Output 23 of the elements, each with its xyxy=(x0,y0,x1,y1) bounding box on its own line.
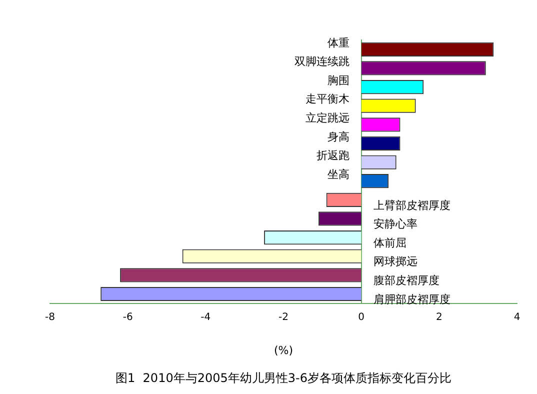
x-tick-label: -2 xyxy=(278,312,288,323)
y-tick-label: 网球掷远 xyxy=(373,255,418,268)
y-tick-label: 双脚连续跳 xyxy=(294,55,350,68)
y-tick-label: 肩胛部皮褶厚度 xyxy=(373,292,450,306)
x-tick-label: -8 xyxy=(45,312,55,323)
y-tick-label: 折返跑 xyxy=(316,149,350,162)
y-tick-label: 腹部皮褶厚度 xyxy=(373,274,440,288)
x-tick-label: -6 xyxy=(122,312,133,323)
y-tick-label: 走平衡木 xyxy=(305,92,350,106)
y-tick-label: 立定跳远 xyxy=(305,112,350,125)
x-tick-label: 4 xyxy=(514,312,520,323)
x-tick-label: 0 xyxy=(358,312,365,323)
y-tick-label: 体重 xyxy=(327,36,350,50)
y-tick-label: 身高 xyxy=(327,130,350,144)
y-tick-label: 坐高 xyxy=(327,168,350,181)
x-tick-label: -4 xyxy=(200,312,211,323)
y-tick-label: 体前屈 xyxy=(373,236,406,250)
x-axis-title: (%) xyxy=(274,344,294,357)
y-tick-label: 上臂部皮褶厚度 xyxy=(373,198,450,212)
y-tick-label: 安静心率 xyxy=(373,218,418,231)
text: 图1 2010年与2005年幼儿男性3-6岁各项体质指标变化百分比 xyxy=(116,370,452,385)
x-tick-label: 2 xyxy=(436,312,442,323)
y-tick-label: 胸围 xyxy=(327,74,350,87)
